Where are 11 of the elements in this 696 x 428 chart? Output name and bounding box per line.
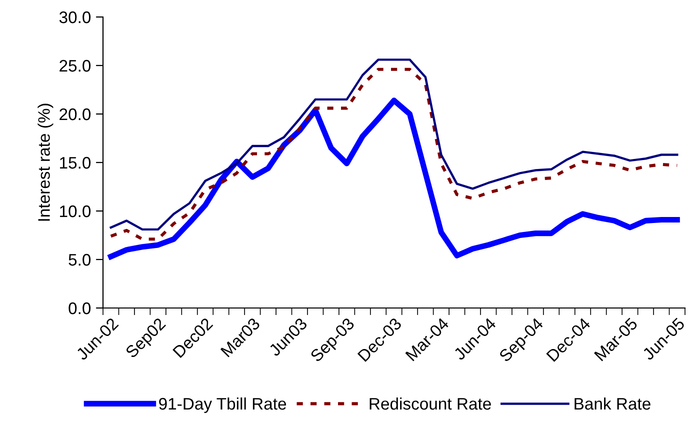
y-tick-label: 30.0 [59, 11, 91, 24]
y-tick-label: 0.0 [68, 302, 91, 314]
legend-label: Rediscount Rate [370, 397, 491, 410]
y-tick-label: 10.0 [60, 205, 91, 218]
y-tick-label: 25.0 [60, 60, 91, 72]
legend-label: 91-Day Tbill Rate [159, 397, 286, 413]
y-axis-title: Interest rate (%) [38, 104, 54, 221]
y-tick-label: 15.0 [60, 156, 91, 169]
y-tick-label: 20.0 [60, 108, 91, 120]
legend-label: Bank Rate [574, 397, 650, 410]
y-tick-label: 5.0 [68, 254, 91, 266]
